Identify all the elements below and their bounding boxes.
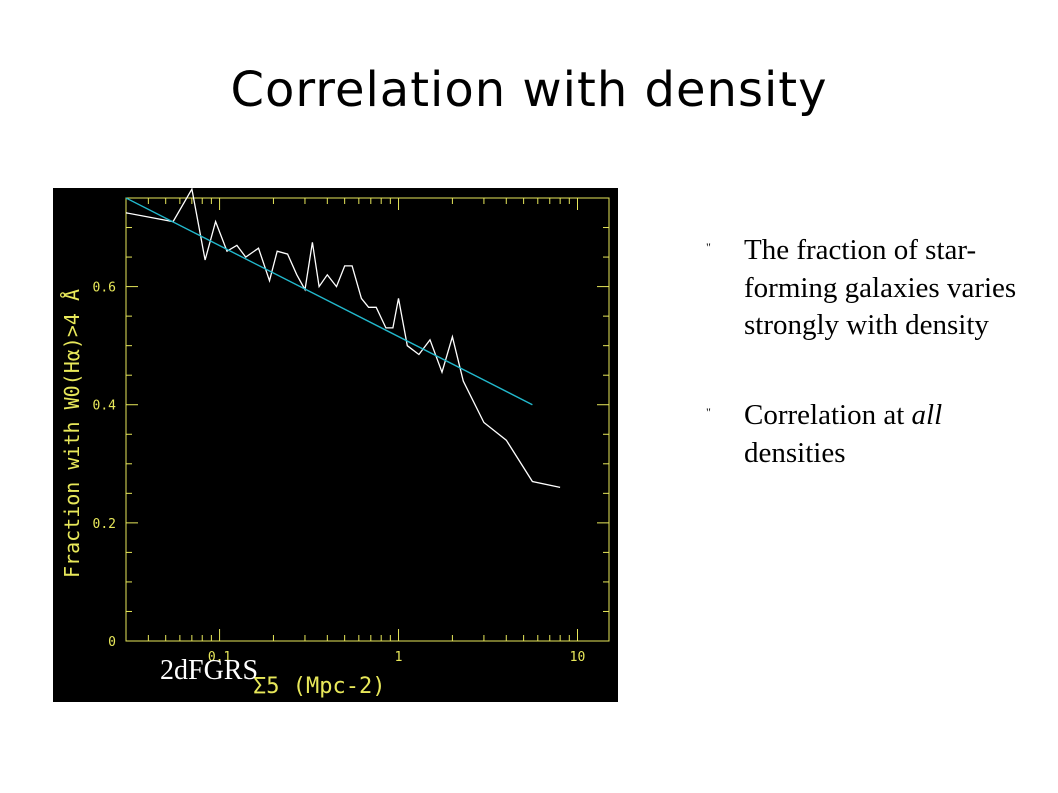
- bullet-text-part: densities: [744, 436, 846, 469]
- chart-panel: 0.1 1 10 0 0.2 0.4 0.6 Σ5 (Mpc-2) Fraction wit…: [53, 188, 618, 702]
- chart-background: [53, 188, 618, 702]
- y-tick-label: 0.6: [93, 281, 116, 296]
- y-axis-label: Fraction with W0(Hα)>4 Å: [60, 289, 84, 578]
- plot-frame: [125, 197, 610, 642]
- data-line: [125, 188, 561, 489]
- y-tick-label: 0.2: [93, 517, 116, 532]
- slide-title: Correlation with density: [230, 62, 828, 118]
- bullet-mark: ": [706, 405, 711, 420]
- bullet-text-part: Correlation at: [744, 399, 912, 432]
- fit-line: [125, 197, 533, 406]
- bullet-item-correlation: " Correlation at all densities: [706, 397, 1046, 472]
- bullet-item-fraction: " The fraction of star-forming galaxies …: [706, 232, 1046, 345]
- x-tick-label: 1: [395, 650, 403, 665]
- y-tick-label: 0.4: [93, 399, 117, 414]
- dataset-label: 2dFGRS: [160, 655, 259, 686]
- x-tick-label: 10: [570, 650, 586, 665]
- density-fraction-chart: 0.1 1 10 0 0.2 0.4 0.6 Σ5 (Mpc-2) Fraction wit…: [53, 188, 618, 702]
- y-tick-label: 0: [108, 635, 116, 650]
- bullet-list: " The fraction of star-forming galaxies …: [706, 232, 1046, 524]
- bullet-mark: ": [706, 240, 711, 254]
- bullet-emphasis: all: [911, 399, 943, 432]
- x-axis-label: Σ5 (Mpc-2): [253, 674, 385, 699]
- x-tick-label: 0.1: [208, 650, 231, 665]
- bullet-text: The fraction of star-forming galaxies va…: [744, 234, 1017, 342]
